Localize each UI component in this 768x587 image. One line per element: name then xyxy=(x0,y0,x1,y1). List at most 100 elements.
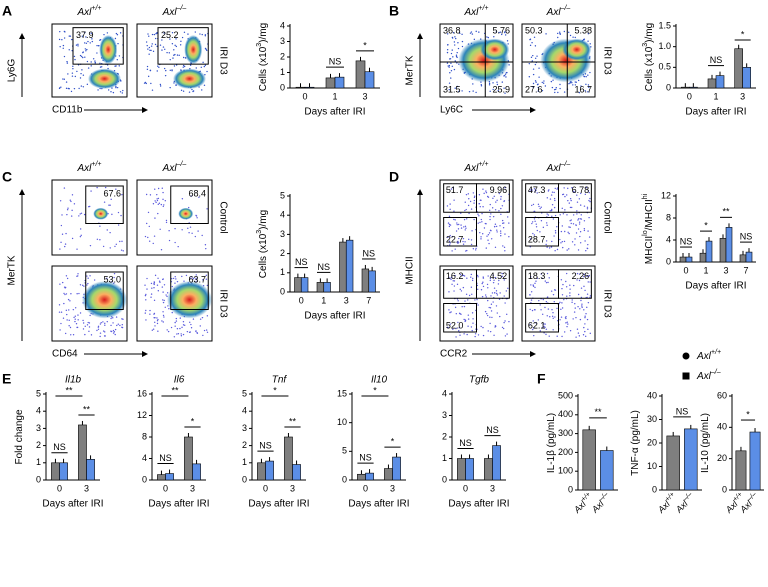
event-dot xyxy=(81,284,84,286)
event-dot xyxy=(159,281,161,283)
text-part: Axl xyxy=(463,163,479,174)
event-dot xyxy=(102,330,105,332)
event-dot xyxy=(65,232,67,235)
gate xyxy=(170,185,209,224)
event-dot xyxy=(488,306,490,309)
bar xyxy=(357,473,366,481)
event-dot xyxy=(114,65,116,67)
bar xyxy=(745,251,753,263)
event-dot xyxy=(459,273,462,276)
event-dot xyxy=(192,318,195,320)
event-dot xyxy=(477,334,480,336)
event-dot xyxy=(82,51,84,54)
event-dot xyxy=(570,219,572,221)
event-dot xyxy=(112,91,115,94)
event-dot xyxy=(541,89,544,92)
event-dot xyxy=(571,82,573,84)
event-dot xyxy=(584,316,586,319)
event-dot xyxy=(162,321,164,323)
y-tick-label: 5 xyxy=(280,190,285,200)
event-dot xyxy=(461,274,464,277)
event-dot xyxy=(156,45,158,48)
event-dot xyxy=(117,323,119,325)
event-dot xyxy=(588,199,590,202)
text-part: –/– xyxy=(176,5,187,12)
event-dot xyxy=(554,250,556,252)
event-dot xyxy=(589,197,591,200)
event-dot xyxy=(175,278,177,280)
event-dot xyxy=(499,230,502,232)
event-dot xyxy=(458,90,460,93)
event-dot xyxy=(494,209,497,211)
event-dot xyxy=(146,277,148,280)
event-dot xyxy=(472,322,474,324)
bar xyxy=(300,277,309,293)
event-dot xyxy=(448,291,450,293)
event-dot xyxy=(478,31,480,33)
x-axis-label: CD64 xyxy=(52,349,78,360)
text-part: lo xyxy=(642,230,649,236)
event-dot xyxy=(532,73,535,76)
event-dot xyxy=(481,221,483,223)
significance-label: * xyxy=(741,29,745,39)
event-dot xyxy=(153,282,155,285)
event-dot xyxy=(469,200,472,203)
event-dot xyxy=(577,218,580,220)
event-dot xyxy=(451,49,453,51)
event-dot xyxy=(61,233,64,235)
gate xyxy=(85,185,124,224)
event-dot xyxy=(203,84,206,86)
event-dot xyxy=(449,208,451,211)
event-dot xyxy=(87,321,89,324)
event-dot xyxy=(562,193,564,196)
event-dot xyxy=(195,67,197,69)
event-dot xyxy=(181,326,183,329)
event-dot xyxy=(467,299,469,301)
event-dot xyxy=(505,76,507,78)
event-dot xyxy=(490,310,493,312)
event-dot xyxy=(554,230,557,232)
event-dot xyxy=(118,65,120,67)
event-dot xyxy=(550,80,553,83)
y-tick-label: 2 xyxy=(242,440,247,450)
event-dot xyxy=(188,91,191,93)
gate-value: 4.52 xyxy=(490,271,508,281)
x-tick-label: 7 xyxy=(743,265,748,275)
event-dot xyxy=(119,32,122,34)
y-tick-label: 60 xyxy=(717,390,727,400)
gate-value: 63.7 xyxy=(188,274,206,284)
event-dot xyxy=(163,299,165,302)
event-dot xyxy=(112,322,114,324)
event-dot xyxy=(492,215,495,218)
event-dot xyxy=(197,230,199,232)
event-dot xyxy=(448,225,451,228)
event-dot xyxy=(553,88,556,91)
event-dot xyxy=(90,32,92,35)
event-dot xyxy=(471,230,473,232)
event-dot xyxy=(544,306,546,309)
event-dot xyxy=(448,66,450,68)
text-part: Axl xyxy=(546,163,562,174)
event-dot xyxy=(121,193,123,196)
event-dot xyxy=(588,216,590,219)
event-dot xyxy=(499,315,501,318)
event-dot xyxy=(565,317,567,320)
significance-label: ** xyxy=(722,207,730,217)
event-dot xyxy=(462,274,465,277)
event-dot xyxy=(182,66,184,68)
gate-value: 62.1 xyxy=(528,320,546,330)
event-dot xyxy=(465,193,468,196)
y-tick-label: 1 xyxy=(242,457,247,467)
event-dot xyxy=(145,319,147,321)
event-dot xyxy=(553,197,556,200)
event-dot xyxy=(485,247,487,249)
text-part: MHCII xyxy=(644,236,655,264)
bar xyxy=(749,431,761,491)
y-tick-label: 0.5 xyxy=(658,62,671,72)
event-dot xyxy=(147,33,149,35)
event-dot xyxy=(568,202,570,204)
event-dot xyxy=(472,318,474,320)
event-dot xyxy=(90,65,92,67)
event-dot xyxy=(532,232,534,235)
event-dot xyxy=(447,236,449,239)
